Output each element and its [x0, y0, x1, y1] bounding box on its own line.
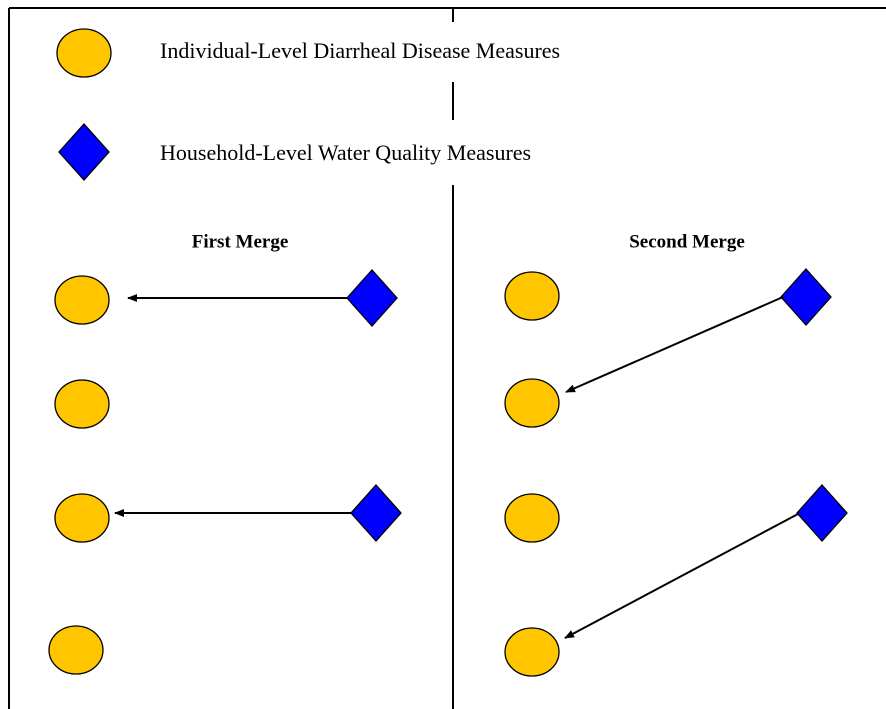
individual-circle: [504, 271, 560, 321]
legend-label: Household-Level Water Quality Measures: [160, 140, 531, 165]
individual-circle: [54, 379, 110, 429]
panel-title: First Merge: [192, 231, 289, 252]
household-diamond: [346, 269, 398, 327]
individual-circle: [48, 625, 104, 675]
individual-circle: [54, 493, 110, 543]
individual-circle: [54, 275, 110, 325]
legend-circle: [56, 28, 112, 78]
merge-arrow: [564, 513, 799, 639]
household-diamond: [350, 484, 402, 542]
legend-label: Individual-Level Diarrheal Disease Measu…: [160, 38, 560, 63]
household-diamond: [780, 268, 832, 326]
individual-circle: [504, 493, 560, 543]
individual-circle: [504, 627, 560, 677]
legend-diamond: [58, 123, 110, 181]
individual-circle: [504, 378, 560, 428]
merge-arrow: [565, 296, 784, 393]
household-diamond: [796, 484, 848, 542]
panel-title: Second Merge: [629, 231, 745, 252]
